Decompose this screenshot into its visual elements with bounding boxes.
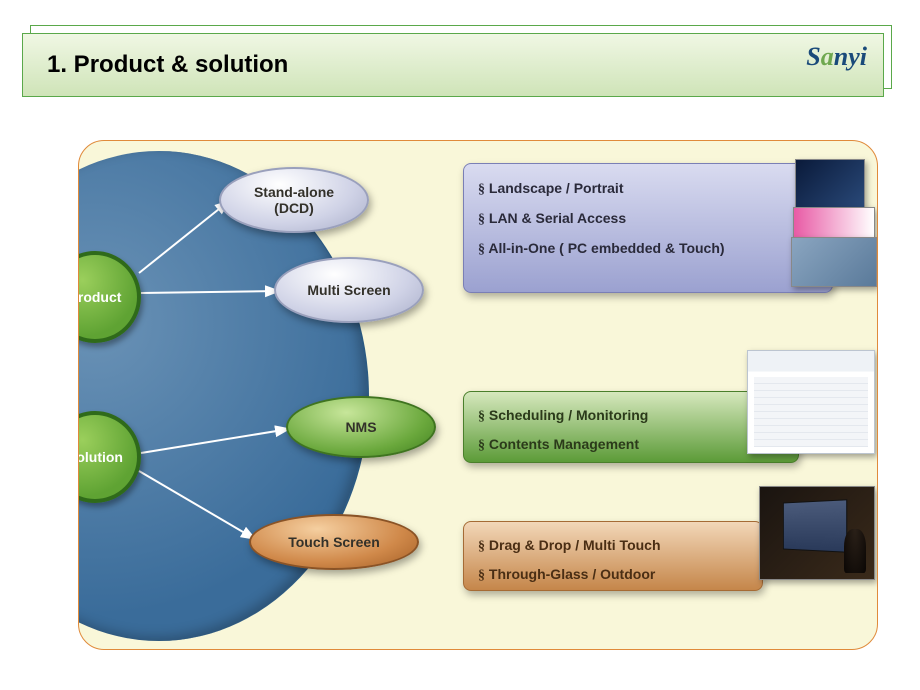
node-solution-label: Solution [78, 449, 123, 465]
oval-multi-screen: Multi Screen [274, 257, 424, 323]
panel-nms-item-0: § Scheduling / Monitoring [478, 402, 784, 431]
panel-product-item-0: § Landscape / Portrait [478, 174, 818, 204]
title-bar: 1. Product & solution Sanyi [22, 33, 884, 97]
oval-standalone-line1: Stand-alone [254, 184, 334, 200]
panel-touch-item-0: § Drag & Drop / Multi Touch [478, 532, 748, 561]
oval-touch-label: Touch Screen [288, 534, 380, 550]
panel-product-item-1: § LAN & Serial Access [478, 204, 818, 234]
brand-logo: Sanyi [806, 42, 867, 72]
panel-touch-details: § Drag & Drop / Multi Touch § Through-Gl… [463, 521, 763, 591]
oval-standalone-line2: (DCD) [254, 200, 334, 216]
thumb-touch-photo [759, 486, 875, 580]
diagram-stage: Product Solution Stand-alone (DCD) Multi… [78, 140, 878, 650]
oval-nms: NMS [286, 396, 436, 458]
panel-nms-item-1: § Contents Management [478, 431, 784, 460]
logo-pre: S [806, 42, 820, 71]
panel-product-item-2: § All-in-One ( PC embedded & Touch) [478, 234, 818, 264]
oval-touch-screen: Touch Screen [249, 514, 419, 570]
thumb-display-3 [791, 237, 877, 287]
thumb-nms-app [747, 350, 875, 454]
thumb-display-1 [795, 159, 865, 211]
oval-multi-label: Multi Screen [307, 282, 390, 298]
oval-nms-label: NMS [345, 419, 376, 435]
node-product-label: Product [78, 289, 121, 305]
page-title: 1. Product & solution [47, 51, 288, 79]
panel-product-details: § Landscape / Portrait § LAN & Serial Ac… [463, 163, 833, 293]
oval-standalone: Stand-alone (DCD) [219, 167, 369, 233]
panel-touch-item-1: § Through-Glass / Outdoor [478, 561, 748, 590]
logo-accent: a [821, 42, 834, 71]
logo-post: nyi [834, 42, 867, 71]
thumb-display-2 [793, 207, 875, 239]
